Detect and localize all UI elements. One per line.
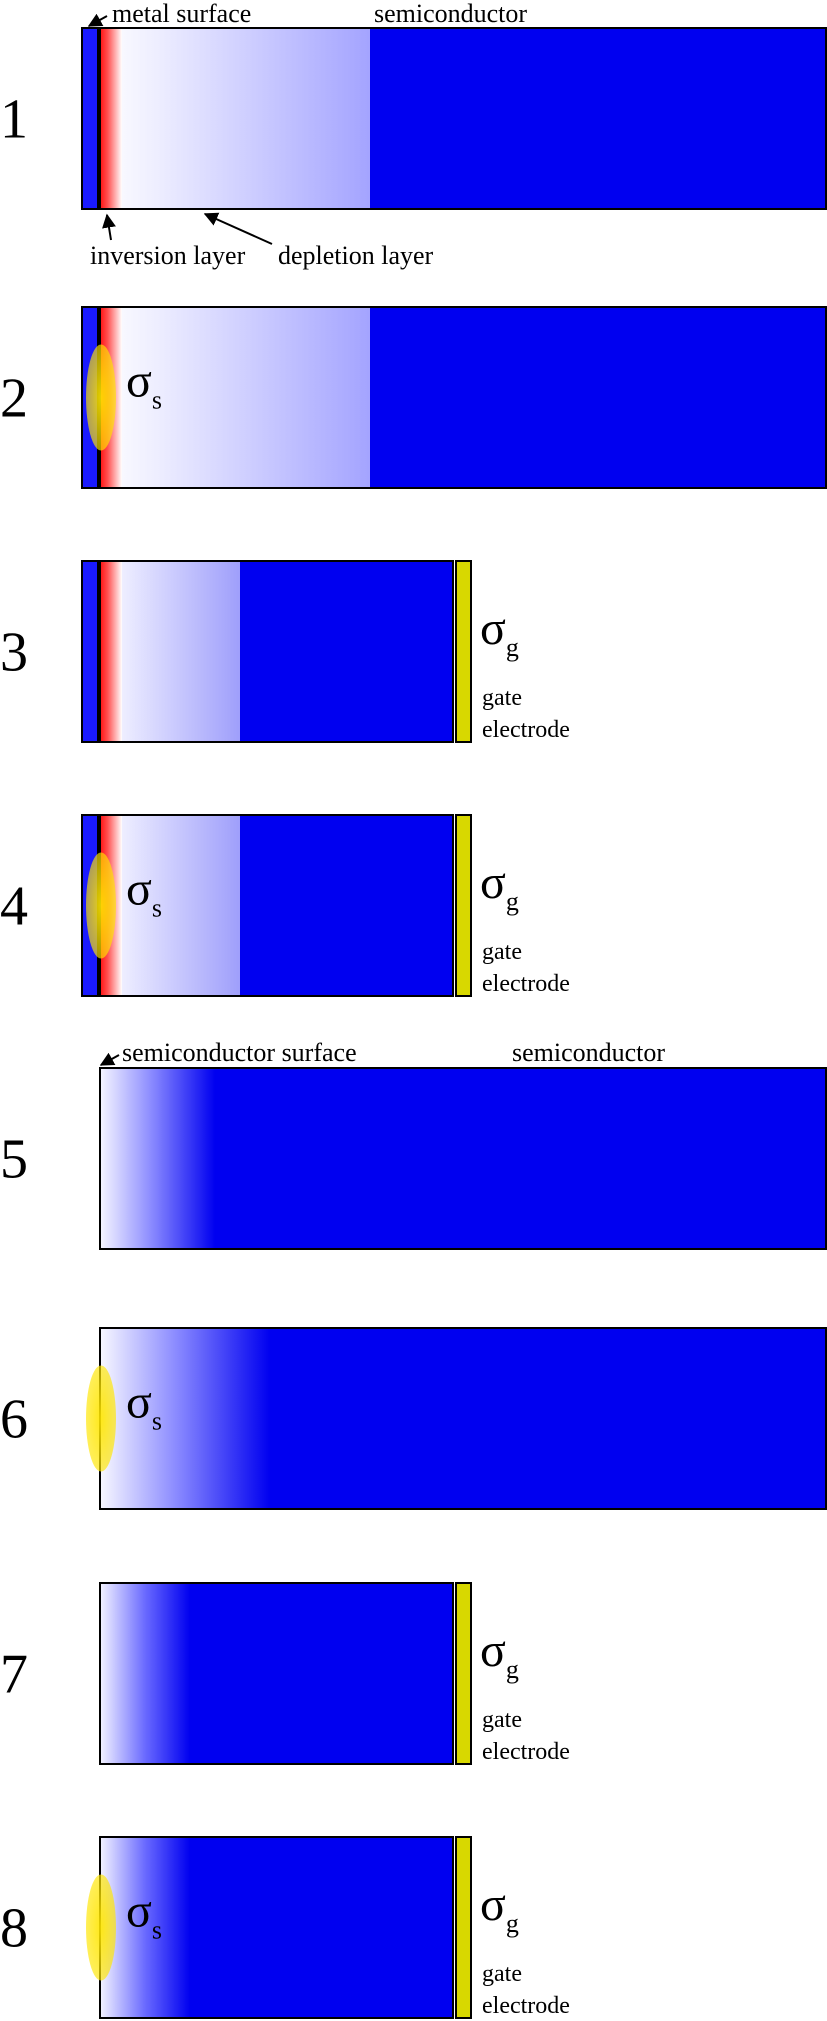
- metal-surface-arrow: [87, 13, 108, 27]
- sigma-g-label: σg: [480, 856, 519, 916]
- gate-electrode: [455, 814, 472, 997]
- panel-6: 6: [0, 1327, 827, 1510]
- surface-charge-ellipse: [86, 1365, 116, 1472]
- panel-3: 3 gate electrode: [0, 560, 570, 743]
- panel-outline: [81, 814, 454, 997]
- inversion-layer: [98, 561, 122, 742]
- row-number: 1: [0, 89, 28, 151]
- panel-5: 5: [0, 1067, 827, 1250]
- interface-line: [97, 28, 101, 209]
- panel-4: 4 gate electrode: [0, 814, 570, 997]
- sigma-g-label: σg: [480, 602, 519, 662]
- interface-line: [97, 561, 101, 742]
- panel-outline: [81, 27, 827, 210]
- gate-electrode: [455, 1836, 472, 2019]
- gate-electrode: [455, 560, 472, 743]
- metal-layer: [82, 561, 98, 742]
- semiconductor-bulk: [370, 307, 826, 488]
- semiconductor-bulk: [270, 1328, 826, 1509]
- panel-outline: [81, 560, 454, 743]
- depletion-region: [100, 1068, 215, 1249]
- surface-charge-ellipse: [86, 344, 116, 451]
- row-number: 8: [0, 1898, 28, 1960]
- row-number: 2: [0, 368, 28, 430]
- row-number: 4: [0, 876, 28, 938]
- semiconductor-label-top: semiconductor: [374, 0, 527, 28]
- semiconductor-label-row5: semiconductor: [512, 1038, 665, 1067]
- semiconductor-bulk: [240, 815, 453, 996]
- depletion-layer-label: depletion layer: [278, 241, 434, 270]
- panel-outline: [99, 1582, 454, 1765]
- inversion-layer: [98, 28, 122, 209]
- panel-1: 1: [0, 27, 827, 210]
- semiconductor-bulk: [190, 1837, 453, 2018]
- semiconductor-bulk: [370, 28, 826, 209]
- semiconductor-bulk: [215, 1068, 826, 1249]
- panel-8: 8 gate electrode: [0, 1836, 570, 2019]
- gate-electrode-label-line1: gate: [482, 1961, 522, 1987]
- row-number: 6: [0, 1389, 28, 1451]
- metal-surface-label: metal surface: [112, 0, 251, 28]
- semiconductor-surface-arrow: [99, 1052, 120, 1066]
- gate-electrode-label-line2: electrode: [482, 1993, 570, 2019]
- semiconductor-bulk: [240, 561, 453, 742]
- metal-layer: [82, 28, 98, 209]
- sigma-g-label: σg: [480, 1878, 519, 1938]
- row-number: 7: [0, 1644, 28, 1706]
- gate-electrode: [455, 1582, 472, 1765]
- panel-outline: [81, 306, 827, 489]
- sigma-g-label: σg: [480, 1624, 519, 1684]
- panel-2: 2: [0, 306, 827, 489]
- semiconductor-surface-label: semiconductor surface: [122, 1038, 357, 1067]
- depletion-region: [100, 1328, 270, 1509]
- gate-electrode-label-line2: electrode: [482, 717, 570, 743]
- gate-electrode-label-line1: gate: [482, 1707, 522, 1733]
- inversion-layer-label: inversion layer: [90, 241, 246, 270]
- gate-electrode-label-line1: gate: [482, 685, 522, 711]
- surface-charge-ellipse: [86, 1874, 116, 1981]
- depletion-layer-arrow: [203, 212, 273, 245]
- inversion-layer-arrow: [102, 213, 116, 241]
- gate-electrode-label-line1: gate: [482, 939, 522, 965]
- panel-outline: [99, 1067, 827, 1250]
- row-number: 3: [0, 622, 28, 684]
- panel-7: 7 gate electrode: [0, 1582, 570, 1765]
- depletion-region: [100, 1583, 190, 1764]
- surface-charge-ellipse: [86, 852, 116, 959]
- row-number: 5: [0, 1129, 28, 1191]
- semiconductor-bulk: [190, 1583, 453, 1764]
- gate-electrode-label-line2: electrode: [482, 1739, 570, 1765]
- gate-electrode-label-line2: electrode: [482, 971, 570, 997]
